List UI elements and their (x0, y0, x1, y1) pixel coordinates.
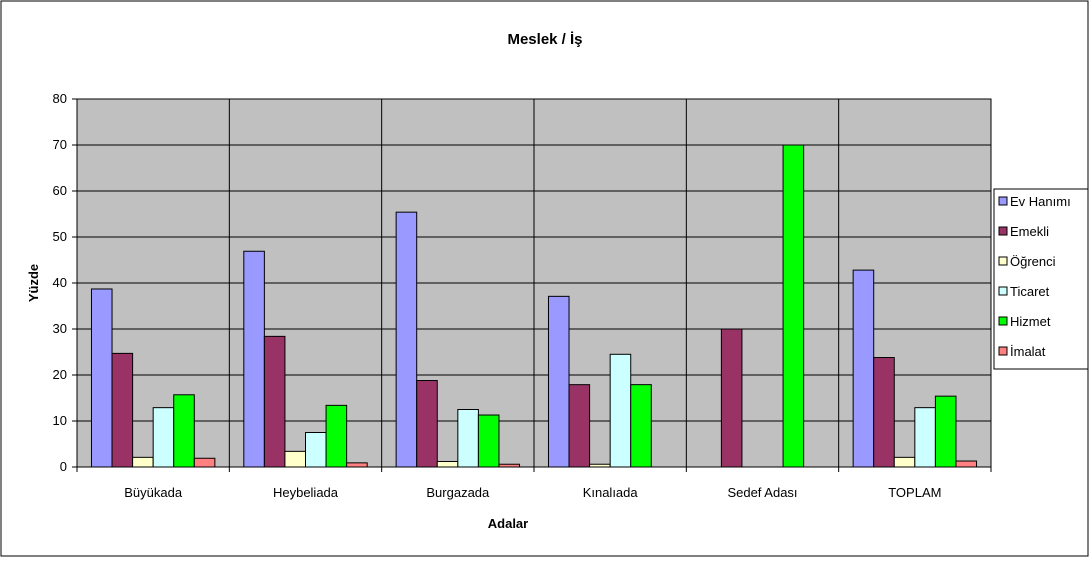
legend-swatch (998, 286, 1008, 296)
bar-Ev Hanımı-Kınalıada (547, 295, 570, 468)
bar-Hizmet-Heybeliada (325, 404, 348, 468)
legend-swatch (998, 196, 1008, 206)
bar-İmalat-Heybeliada (346, 462, 368, 468)
y-tick-label: 80 (53, 91, 67, 106)
bar-Ev Hanımı-Burgazada (395, 211, 418, 468)
legend-swatch (998, 346, 1008, 356)
bar-Öğrenci-Burgazada (436, 460, 459, 468)
legend-label: Ticaret (1010, 284, 1050, 299)
bar-Emekli-Büyükada (111, 352, 134, 468)
bars-group (90, 144, 978, 468)
y-tick-label: 20 (53, 367, 67, 382)
bar-Ticaret-Burgazada (457, 409, 479, 468)
legend-label: İmalat (1010, 344, 1046, 359)
x-tick-label: Burgazada (426, 485, 490, 500)
bar-Ticaret-Büyükada (152, 407, 175, 468)
bar-Emekli-Kınalıada (568, 384, 591, 468)
y-axis-ticks: 0 10 20 30 40 50 60 70 80 (53, 91, 78, 474)
bar-Ev Hanımı-TOPLAM (852, 269, 875, 468)
y-tick-label: 0 (60, 459, 67, 474)
legend: Ev Hanımı Emekli Öğrenci Ticaret Hizmet İmala… (993, 188, 1089, 370)
bar-Hizmet-TOPLAM (934, 395, 957, 468)
bar-İmalat-Büyükada (193, 457, 216, 468)
x-tick-label: TOPLAM (888, 485, 941, 500)
y-tick-label: 10 (53, 413, 67, 428)
bar-Öğrenci-Büyükada (132, 456, 154, 468)
y-tick-label: 50 (53, 229, 67, 244)
bar-İmalat-TOPLAM (955, 460, 978, 468)
y-tick-label: 30 (53, 321, 67, 336)
legend-label: Öğrenci (1010, 254, 1056, 269)
chart-title: Meslek / İş (507, 31, 582, 48)
y-axis-title: Yüzde (26, 264, 41, 302)
legend-label: Ev Hanımı (1010, 194, 1071, 209)
bar-Emekli-Sedef Adası (720, 328, 743, 468)
y-tick-label: 60 (53, 183, 67, 198)
bar-Emekli-Burgazada (416, 380, 438, 468)
x-tick-label: Büyükada (124, 485, 183, 500)
legend-label: Emekli (1010, 224, 1049, 239)
x-axis-title: Adalar (488, 516, 528, 531)
bar-Emekli-TOPLAM (873, 357, 895, 468)
bar-Ev Hanımı-Heybeliada (243, 250, 265, 468)
legend-swatch (998, 256, 1008, 266)
bar-Ticaret-Heybeliada (305, 432, 327, 468)
legend-label: Hizmet (1010, 314, 1051, 329)
bar-Öğrenci-Heybeliada (284, 450, 306, 468)
x-tick-label: Sedef Adası (727, 485, 797, 500)
legend-box (993, 188, 1089, 370)
x-tick-label: Kınalıada (583, 485, 639, 500)
y-tick-label: 70 (53, 137, 67, 152)
legend-swatch (998, 316, 1008, 326)
bar-Hizmet-Kınalıada (630, 384, 652, 468)
x-tick-label: Heybeliada (273, 485, 339, 500)
x-axis-ticks: Büyükada Heybeliada Burgazada Kınalıada Sede… (76, 466, 992, 500)
bar-Ev Hanımı-Büyükada (90, 288, 113, 468)
bar-Ticaret-Kınalıada (609, 353, 632, 468)
bar-Öğrenci-TOPLAM (893, 456, 916, 468)
legend-swatch (998, 226, 1008, 236)
bar-Hizmet-Büyükada (173, 394, 195, 468)
y-tick-label: 40 (53, 275, 67, 290)
bar-Emekli-Heybeliada (263, 335, 286, 468)
bar-Ticaret-TOPLAM (914, 407, 936, 468)
bar-Hizmet-Burgazada (477, 414, 500, 468)
bar-Hizmet-Sedef Adası (782, 144, 805, 468)
